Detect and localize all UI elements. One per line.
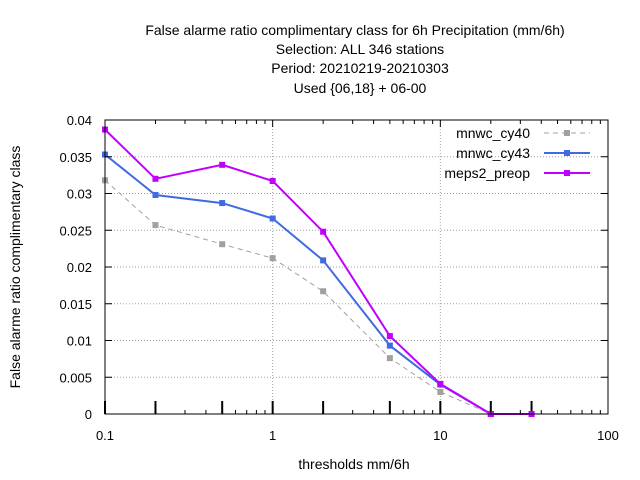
data-point-mnwc_cy43 bbox=[152, 191, 159, 198]
x-tick-label: 0.1 bbox=[96, 428, 114, 443]
title-line-1: False alarme ratio complimentary class f… bbox=[145, 22, 564, 38]
legend-label: mnwc_cy43 bbox=[456, 145, 530, 161]
y-tick-label: 0.04 bbox=[67, 113, 92, 128]
title-line-3: Period: 20210219-20210303 bbox=[271, 60, 449, 76]
legend-label: mnwc_cy40 bbox=[456, 125, 530, 141]
legend-swatch-marker bbox=[564, 150, 570, 156]
chart-title: False alarme ratio complimentary class f… bbox=[145, 22, 564, 96]
x-tick-label: 100 bbox=[597, 428, 619, 443]
data-point-mnwc_cy40 bbox=[320, 288, 327, 295]
x-tick-label: 1 bbox=[269, 428, 276, 443]
x-axis-label: thresholds mm/6h bbox=[298, 456, 409, 472]
data-point-mnwc_cy43 bbox=[269, 215, 276, 222]
data-point-mnwc_cy40 bbox=[152, 222, 159, 229]
data-point-meps2_preop bbox=[386, 333, 393, 340]
y-tick-label: 0.005 bbox=[59, 370, 92, 385]
data-point-mnwc_cy40 bbox=[437, 388, 444, 395]
grid bbox=[105, 120, 608, 414]
y-tick-label: 0.015 bbox=[59, 297, 92, 312]
title-line-4: Used {06,18} + 06-00 bbox=[294, 80, 427, 96]
y-tick-labels: 0 0.005 0.01 0.015 0.02 0.025 0.03 0.035 0.04 bbox=[59, 113, 92, 422]
y-tick-label: 0.035 bbox=[59, 150, 92, 165]
y-tick-label: 0.01 bbox=[67, 334, 92, 349]
data-point-meps2_preop bbox=[437, 380, 444, 387]
y-tick-label: 0.025 bbox=[59, 223, 92, 238]
data-point-meps2_preop bbox=[320, 228, 327, 235]
data-point-mnwc_cy43 bbox=[386, 342, 393, 349]
data-point-meps2_preop bbox=[219, 161, 226, 168]
legend-label: meps2_preop bbox=[444, 165, 530, 181]
y-tick-label: 0.03 bbox=[67, 187, 92, 202]
data-point-mnwc_cy43 bbox=[219, 200, 226, 207]
y-axis-label: False alarme ratio complimentary class bbox=[7, 146, 23, 389]
y-tick-label: 0.02 bbox=[67, 260, 92, 275]
data-point-mnwc_cy43 bbox=[320, 257, 327, 264]
x-tick-label: 10 bbox=[433, 428, 447, 443]
data-point-mnwc_cy40 bbox=[386, 355, 393, 362]
legend: mnwc_cy40 mnwc_cy43 meps2_preop bbox=[444, 125, 590, 181]
data-point-mnwc_cy40 bbox=[269, 255, 276, 262]
title-line-2: Selection: ALL 346 stations bbox=[276, 41, 444, 57]
data-point-mnwc_cy40 bbox=[219, 241, 226, 248]
axis-ticks bbox=[104, 119, 609, 415]
legend-swatch-marker bbox=[564, 130, 570, 136]
x-tick-labels: 0.1 1 10 100 bbox=[96, 428, 619, 443]
data-point-meps2_preop bbox=[269, 178, 276, 185]
series-line-mnwc_cy40 bbox=[104, 179, 532, 415]
legend-swatch-marker bbox=[564, 170, 570, 176]
data-point-meps2_preop bbox=[152, 175, 159, 182]
y-tick-label: 0 bbox=[85, 407, 92, 422]
observation-ticks bbox=[104, 401, 533, 414]
